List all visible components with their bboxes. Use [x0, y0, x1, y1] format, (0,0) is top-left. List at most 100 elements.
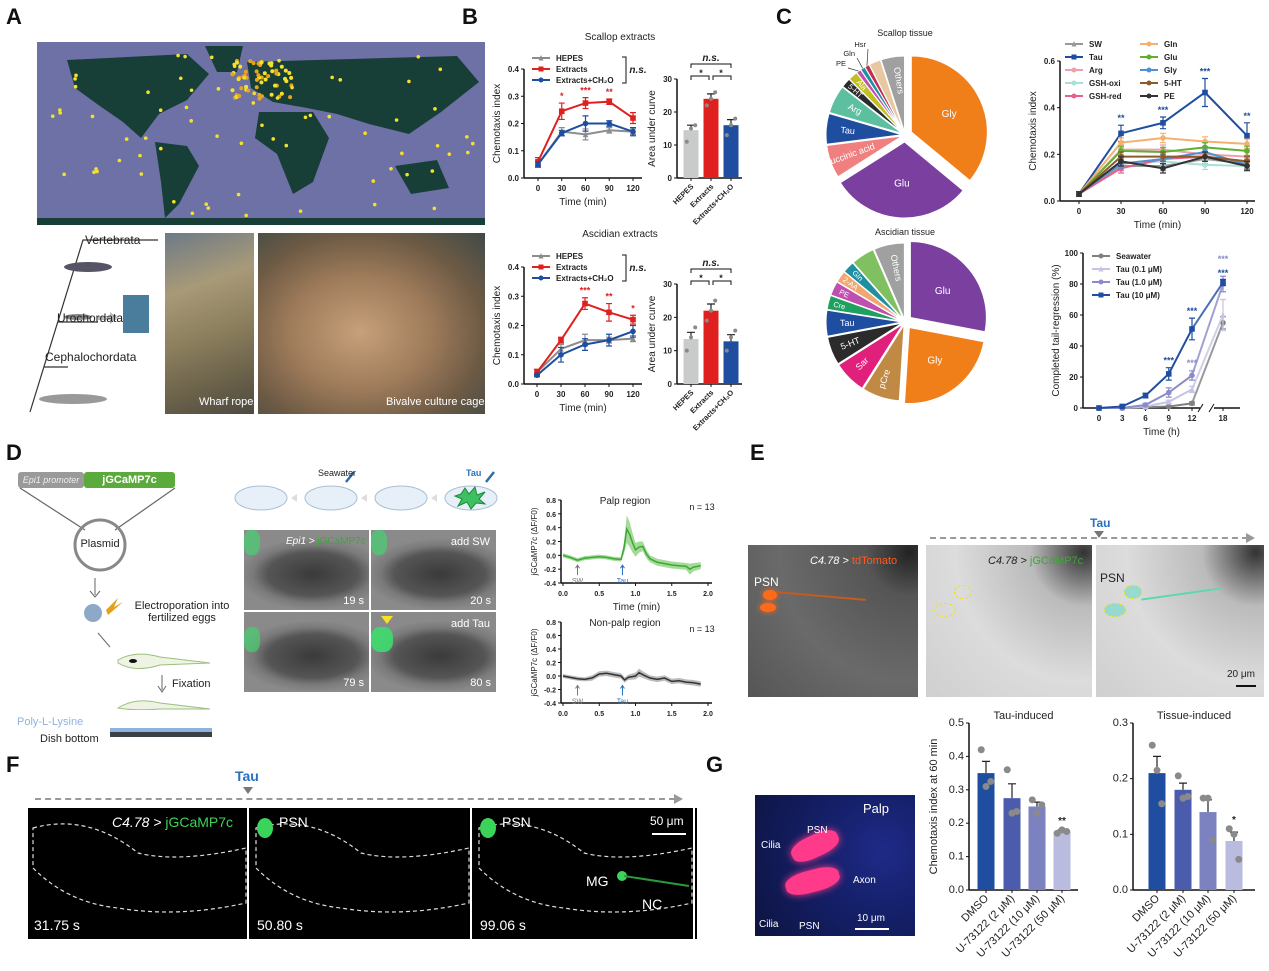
data-point [1142, 392, 1149, 399]
data-point [534, 372, 540, 379]
data-point [1076, 191, 1082, 197]
data-point [1244, 163, 1250, 169]
legend-label: PE [1164, 92, 1175, 101]
construct-gene: jGCaMP7c [317, 536, 366, 547]
sampling-site-dot [466, 150, 470, 155]
data-point [558, 337, 564, 343]
error-bar [558, 336, 564, 344]
legend-label: Gly [1164, 66, 1177, 75]
pie-chart-5: Ascidian tissue Glu Gly pCre Sar 5-HT Tau CrePE… [825, 227, 987, 405]
data-point [606, 98, 613, 105]
data-point [1013, 808, 1021, 816]
y-tick-label: 0.3 [508, 92, 520, 101]
data-point [630, 328, 636, 335]
sampling-site-dot [465, 135, 469, 139]
sampling-site-dot [259, 94, 264, 99]
error-bar [606, 120, 613, 127]
data-point [582, 120, 589, 127]
data-point [1076, 191, 1082, 197]
poly-l-lysine-layer [110, 728, 212, 732]
error-bar [630, 324, 636, 338]
data-point [1076, 191, 1082, 197]
construct-label: C4.78 > jGCaMP7c [112, 814, 233, 830]
series-SW: SW [1065, 40, 1250, 197]
pie-slice [873, 242, 905, 320]
data-point [558, 130, 565, 136]
bar [683, 130, 699, 178]
legend-label: Tau (10 μM) [1116, 291, 1160, 300]
timeline-arrow-f [35, 798, 675, 800]
error-bar [1160, 156, 1166, 167]
y-tick-label: 0.3 [949, 784, 964, 796]
error-bar [535, 156, 541, 167]
legend-label: Arg [1089, 66, 1103, 75]
calcium-burst-icon [453, 485, 487, 510]
y-axis-label: Chemotaxis index [1028, 91, 1039, 170]
bar [723, 125, 739, 178]
data-point [606, 336, 612, 343]
sampling-site-dot [256, 73, 261, 78]
zebrafish-icon [64, 262, 112, 272]
error-bar [1076, 191, 1082, 197]
y-tick-label: -0.2 [544, 688, 556, 695]
sampling-site-dot [73, 84, 78, 89]
pie-slice [830, 281, 903, 322]
data-point [1225, 825, 1233, 833]
data-point [582, 336, 588, 343]
construct-prefix: C4.78 > [988, 555, 1027, 567]
data-point [1146, 67, 1152, 73]
phylogeny-tree [29, 239, 158, 413]
error-bar [1189, 317, 1195, 341]
sampling-site-dot [232, 64, 237, 69]
x-tick-label: U-73122 (10 μM) [1146, 893, 1213, 960]
series-Extracts+CH₂O: Extracts+CH₂O [532, 76, 636, 168]
tau-marker-icon [243, 787, 253, 794]
construct-gene: jGCaMP7c [1029, 555, 1084, 567]
data-point [1076, 190, 1082, 197]
data-point [582, 341, 588, 348]
sampling-site-dot [363, 131, 367, 135]
sampling-site-dots [50, 53, 475, 218]
sampling-site-dot [246, 88, 251, 93]
x-tick-label: 0.5 [594, 591, 604, 598]
y-axis-label: Chemotaxis index [492, 84, 503, 163]
y-tick-label: 0.2 [546, 661, 556, 668]
series-line [1078, 155, 1248, 195]
scale-bar [855, 928, 889, 930]
bar [1053, 831, 1071, 890]
data-point [1202, 151, 1208, 158]
error-bar [1118, 124, 1124, 143]
comparison-bracket [690, 280, 710, 285]
data-point [1244, 163, 1250, 169]
scale-label: 20 μm [1227, 669, 1255, 680]
data-point [1058, 826, 1066, 834]
adult-ascidian-photo [123, 295, 149, 333]
calcium-imaging-sequence: 31.75 s C4.78 > jGCaMP7c 50.80 s PSN 99.06 s… [28, 808, 697, 939]
bar-chart-1: 0 10 20 30 Area under curve HEPESExtractsExtr… [647, 53, 742, 227]
frame-time: 79 s [343, 677, 364, 689]
y-tick-label: -0.4 [544, 701, 556, 708]
y-tick-label: 0.4 [1044, 104, 1056, 113]
axon-label: Axon [853, 875, 876, 886]
pie-label: Cre [832, 300, 846, 312]
data-point [1076, 191, 1082, 197]
significance-stars: ** [605, 292, 613, 302]
data-point [1184, 792, 1192, 800]
error-bar [1202, 151, 1208, 162]
error-bar [1076, 191, 1082, 197]
x-tick-label: Extracts [688, 182, 715, 209]
bar-chart-3: 0 10 20 30 Area under curve HEPESExtractsExtr… [647, 258, 742, 433]
fixed-larva-icon [116, 700, 211, 710]
x-tick-label: 30 [557, 390, 566, 399]
larva-calcium-frame: 19 s Epi1 > jGCaMP7c [244, 530, 369, 610]
mean-trace [562, 671, 701, 685]
sampling-site-dot [124, 137, 129, 141]
data-point [1160, 146, 1166, 153]
x-tick-label: 60 [1159, 207, 1168, 216]
timeline-arrow-e [930, 537, 1248, 539]
pie-slice [864, 63, 905, 133]
y-tick-label: 0.3 [508, 292, 520, 301]
error-bar [1202, 149, 1208, 160]
electroporation-schematic [19, 487, 211, 710]
error-bar [558, 343, 564, 354]
